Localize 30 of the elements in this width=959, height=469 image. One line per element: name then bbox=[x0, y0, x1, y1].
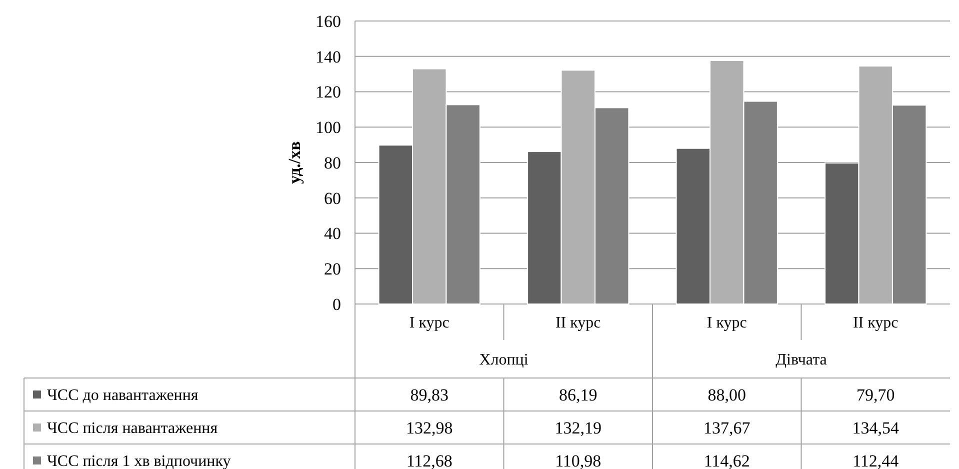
text: Дівчата bbox=[776, 352, 827, 369]
data-label: 132,98 bbox=[406, 418, 453, 438]
data-label: 112,44 bbox=[852, 451, 900, 469]
y-tick-label: 0 bbox=[332, 294, 341, 314]
data-label: 114,62 bbox=[704, 451, 750, 469]
y-tick-label: 160 bbox=[316, 12, 341, 31]
y-tick-label: 40 bbox=[324, 224, 341, 244]
text: Хлопці bbox=[479, 352, 529, 369]
y-tick-label: 60 bbox=[324, 188, 341, 208]
y-axis-title: уд./хв bbox=[285, 141, 304, 184]
y-tick-label: 140 bbox=[316, 47, 341, 66]
y-tick-label: 80 bbox=[324, 153, 341, 172]
data-label: 134,54 bbox=[852, 418, 900, 438]
y-tick-label: 100 bbox=[316, 118, 341, 138]
data-label: 89,83 bbox=[410, 385, 448, 404]
x-tick-label: II курс bbox=[555, 314, 601, 332]
legend-label: ЧСС до навантаження bbox=[47, 387, 199, 404]
data-label: 132,19 bbox=[554, 418, 602, 438]
x-tick-label: II курс bbox=[852, 314, 898, 332]
data-label: 86,19 bbox=[559, 385, 598, 404]
data-label: 79,70 bbox=[856, 385, 895, 404]
data-label: 88,00 bbox=[708, 385, 746, 404]
data-label: 110,98 bbox=[555, 451, 602, 469]
legend-label: ЧСС після навантаження bbox=[47, 420, 218, 438]
y-tick-label: 120 bbox=[316, 82, 341, 102]
y-tick-label: 20 bbox=[324, 260, 341, 279]
x-tick-label: I курс bbox=[706, 314, 747, 332]
data-label: 112,68 bbox=[406, 451, 452, 469]
x-tick-label: I курс bbox=[409, 314, 450, 332]
data-label: 137,67 bbox=[704, 418, 751, 438]
